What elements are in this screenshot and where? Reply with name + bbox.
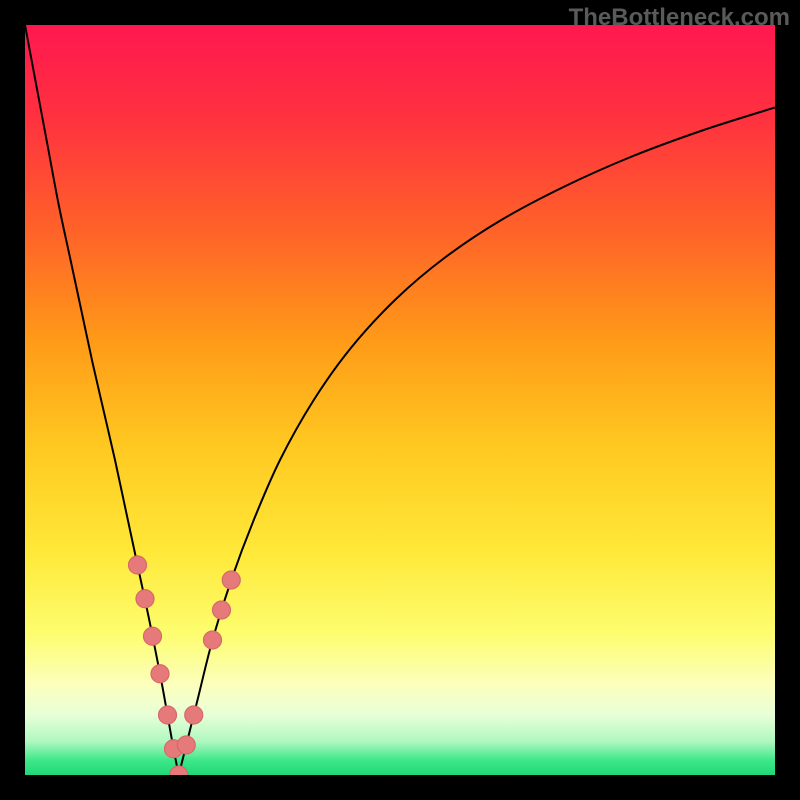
highlight-marker — [159, 706, 177, 724]
chart-frame: TheBottleneck.com — [0, 0, 800, 800]
highlight-marker — [185, 706, 203, 724]
watermark-text: TheBottleneck.com — [569, 4, 790, 32]
highlight-marker — [136, 590, 154, 608]
highlight-marker — [129, 556, 147, 574]
bottleneck-chart — [25, 25, 775, 775]
highlight-marker — [177, 736, 195, 754]
highlight-marker — [144, 627, 162, 645]
highlight-marker — [151, 665, 169, 683]
highlight-marker — [222, 571, 240, 589]
plot-background — [25, 25, 775, 775]
highlight-marker — [213, 601, 231, 619]
highlight-marker — [204, 631, 222, 649]
